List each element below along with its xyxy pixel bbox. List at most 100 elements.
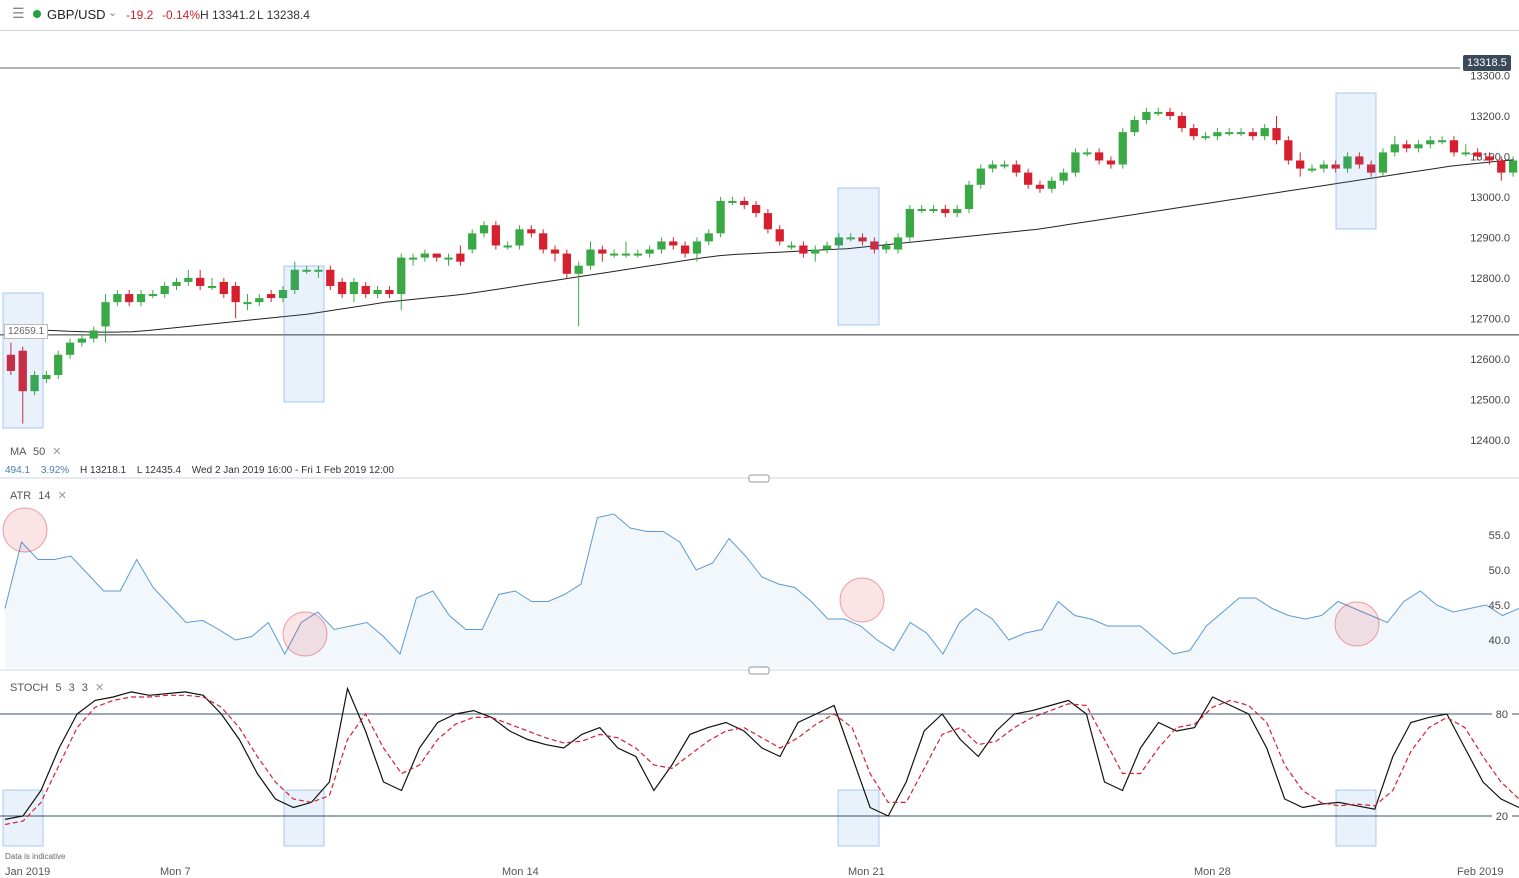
price-axis-tick: 13200.0 bbox=[1470, 111, 1510, 123]
candle-down bbox=[337, 281, 347, 295]
candle-up bbox=[964, 184, 974, 210]
candle-up bbox=[314, 269, 323, 272]
candle-up bbox=[988, 164, 997, 169]
candle-up bbox=[420, 253, 430, 258]
pane-resize-handle bbox=[748, 474, 770, 483]
candle-up bbox=[645, 249, 654, 254]
candle-down bbox=[385, 290, 394, 295]
x-axis-label: Mon 14 bbox=[502, 866, 539, 878]
price-axis-tick: 12400.0 bbox=[1470, 435, 1510, 447]
price-axis-tick: 12600.0 bbox=[1470, 354, 1510, 366]
atr-indicator-label[interactable]: ATR 14 ✕ bbox=[10, 489, 67, 502]
candle-down bbox=[1296, 160, 1305, 169]
candle-down bbox=[432, 253, 441, 258]
highlight-circle bbox=[282, 611, 328, 657]
atr-param: 14 bbox=[38, 490, 51, 502]
chevron-down-icon[interactable]: ⌄ bbox=[108, 7, 118, 19]
ma-indicator-label[interactable]: MA 50 ✕ bbox=[10, 445, 62, 458]
candle-up bbox=[1343, 156, 1352, 169]
candle-up bbox=[1378, 152, 1388, 173]
candle-up bbox=[657, 241, 666, 250]
candle-down bbox=[1094, 152, 1104, 161]
horizontal-level-tag[interactable]: 12659.1 bbox=[4, 324, 49, 339]
candle-up bbox=[893, 237, 903, 250]
market-open-indicator bbox=[33, 10, 41, 18]
menu-icon[interactable]: ☰ bbox=[12, 5, 25, 21]
range-stats: 494.1 3.92% H 13218.1 L 12435.4 Wed 2 Ja… bbox=[5, 465, 402, 476]
candle-up bbox=[633, 253, 642, 256]
atr-axis-tick: 55.0 bbox=[1489, 530, 1510, 542]
candle-down bbox=[1449, 140, 1459, 153]
candle-down bbox=[1012, 164, 1021, 173]
candle-up bbox=[148, 294, 157, 297]
candle-up bbox=[586, 249, 595, 266]
atr-axis-tick: 40.0 bbox=[1489, 635, 1510, 647]
candle-up bbox=[373, 290, 382, 295]
candle-up bbox=[397, 257, 406, 295]
candle-up bbox=[42, 375, 51, 380]
candle-down bbox=[870, 241, 879, 250]
candle-up bbox=[349, 281, 359, 295]
candle-up bbox=[1319, 164, 1328, 169]
candle-up bbox=[77, 338, 87, 343]
candle-up bbox=[834, 237, 844, 246]
highlight-circle bbox=[2, 507, 48, 553]
range-percent: 3.92% bbox=[40, 465, 70, 476]
data-disclaimer: Data is indicative bbox=[5, 852, 66, 861]
x-axis-label: Mon 21 bbox=[848, 866, 885, 878]
candle-down bbox=[1485, 156, 1494, 161]
candle-down bbox=[550, 249, 560, 254]
stoch-param-3: 3 bbox=[81, 682, 88, 694]
highlight-box bbox=[837, 789, 880, 847]
candle-up bbox=[30, 375, 39, 392]
candle-up bbox=[692, 241, 702, 254]
candle-up bbox=[113, 294, 122, 303]
candle-down bbox=[562, 253, 571, 274]
candle-down bbox=[775, 229, 784, 242]
candle-up bbox=[1142, 111, 1151, 120]
candle-up bbox=[515, 229, 524, 246]
symbol-selector[interactable]: GBP/USD bbox=[47, 7, 106, 22]
candle-down bbox=[680, 245, 690, 254]
atr-area bbox=[5, 514, 1519, 668]
ma-param: 50 bbox=[32, 446, 46, 458]
candle-down bbox=[1402, 144, 1411, 149]
candle-down bbox=[858, 237, 867, 242]
atr-line bbox=[4, 513, 1519, 656]
candle-up bbox=[929, 209, 938, 212]
remove-stoch-icon[interactable]: ✕ bbox=[94, 682, 105, 694]
highlight-box bbox=[1335, 789, 1377, 847]
candle-down bbox=[1331, 164, 1340, 169]
highlight-circle bbox=[839, 577, 885, 623]
range-low: L 12435.4 bbox=[136, 465, 182, 476]
candle-up bbox=[574, 265, 583, 274]
candle-up bbox=[278, 290, 288, 299]
candle-down bbox=[1106, 160, 1116, 165]
candle-up bbox=[917, 209, 926, 212]
candle-down bbox=[598, 249, 607, 254]
candle-down bbox=[361, 285, 370, 295]
stoch-param-2: 3 bbox=[68, 682, 75, 694]
ma50-line bbox=[4, 159, 1515, 333]
remove-ma-icon[interactable]: ✕ bbox=[52, 446, 62, 458]
candle-up bbox=[1437, 140, 1447, 143]
range-period: Wed 2 Jan 2019 16:00 - Fri 1 Feb 2019 12… bbox=[191, 465, 394, 476]
candle-up bbox=[1047, 180, 1056, 189]
highlight-box bbox=[1335, 92, 1377, 230]
candle-down bbox=[799, 245, 808, 254]
candle-down bbox=[740, 200, 749, 205]
candle-down bbox=[1473, 152, 1482, 157]
candle-down bbox=[1367, 164, 1376, 173]
stoch-tick-bg bbox=[1492, 809, 1512, 823]
candle-up bbox=[1390, 144, 1399, 153]
highlight-box bbox=[283, 789, 325, 847]
candle-down bbox=[751, 205, 761, 214]
stoch-axis-tick: 80 bbox=[1496, 709, 1508, 721]
candle-up bbox=[1260, 128, 1269, 137]
pane-resize-handle bbox=[748, 666, 770, 675]
stoch-indicator-label[interactable]: STOCH 5 3 3 ✕ bbox=[10, 681, 104, 694]
remove-atr-icon[interactable]: ✕ bbox=[57, 490, 67, 502]
candle-down bbox=[1248, 132, 1258, 137]
candle-up bbox=[1414, 144, 1423, 149]
